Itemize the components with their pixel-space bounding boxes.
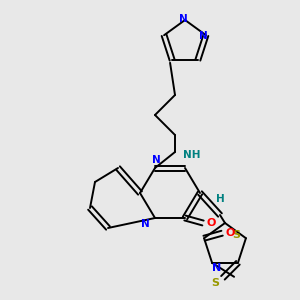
Text: N: N (141, 219, 149, 229)
Text: O: O (225, 228, 235, 238)
Text: N: N (178, 14, 188, 24)
Text: O: O (206, 218, 216, 228)
Text: N: N (199, 31, 207, 41)
Text: S: S (211, 278, 219, 288)
Text: N: N (152, 155, 160, 165)
Text: N: N (212, 263, 222, 273)
Text: H: H (216, 194, 224, 204)
Text: NH: NH (183, 150, 200, 160)
Text: S: S (232, 230, 240, 240)
